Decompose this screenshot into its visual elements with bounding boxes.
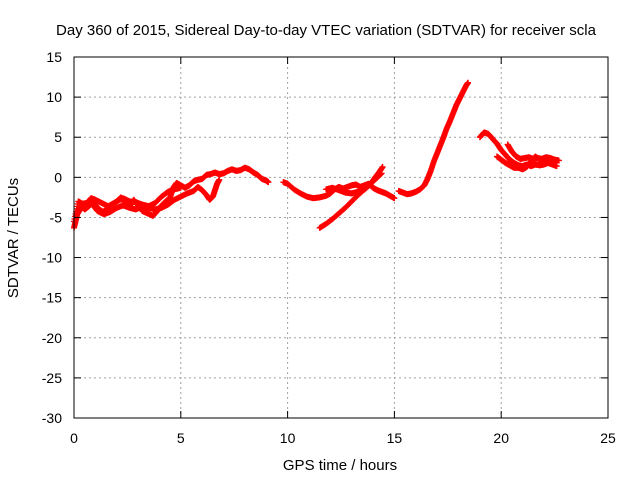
data-point-marker [378, 170, 385, 177]
y-tick-label: -5 [50, 209, 63, 225]
data-point-marker [379, 163, 386, 170]
y-tick-label: -25 [42, 370, 62, 386]
plot-frame [73, 56, 609, 419]
data-point-marker [465, 79, 472, 86]
x-tick-label: 25 [600, 430, 616, 446]
y-tick-label: -10 [42, 250, 62, 266]
y-tick-label: -20 [42, 330, 62, 346]
x-tick-label: 0 [70, 430, 78, 446]
y-tick-label: 15 [46, 49, 62, 65]
y-tick-label: -15 [42, 290, 62, 306]
data-point-marker [265, 179, 272, 186]
x-tick-label: 15 [387, 430, 403, 446]
axis-ticks [73, 56, 609, 419]
grid-lines [74, 57, 608, 418]
y-tick-label: 5 [54, 129, 62, 145]
y-axis-label: SDTVAR / TECUs [5, 178, 22, 298]
data-point-marker [177, 184, 184, 191]
data-point-marker [216, 176, 223, 183]
y-tick-label: 10 [46, 89, 62, 105]
data-point-marker [553, 159, 560, 166]
x-axis-label: GPS time / hours [283, 457, 397, 474]
x-tick-label: 5 [177, 430, 185, 446]
x-tick-label: 10 [280, 430, 296, 446]
tick-labels: 0 5 10 15 20 25 15 10 5 0 -5 -10 -15 -20 -25 -30 [42, 49, 616, 446]
chart-title: Day 360 of 2015, Sidereal Day-to-day VTE… [56, 22, 597, 39]
data-marks [71, 79, 562, 231]
y-tick-label: 0 [54, 169, 62, 185]
y-tick-label: -30 [42, 410, 62, 426]
data-point-marker [391, 195, 398, 202]
x-tick-label: 20 [493, 430, 509, 446]
